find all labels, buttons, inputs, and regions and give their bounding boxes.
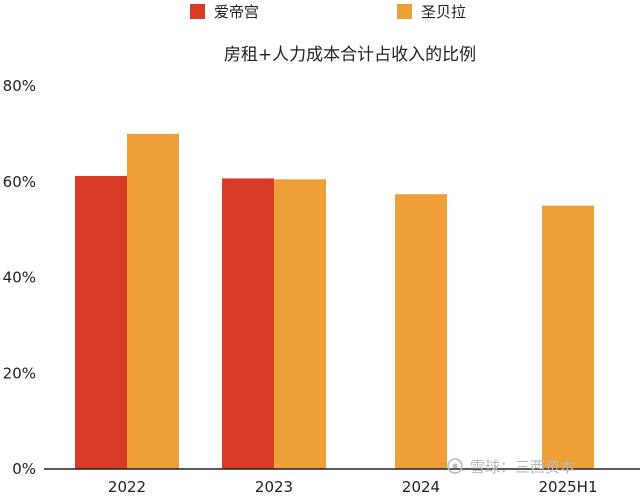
y-tick-label: 20% (3, 364, 36, 382)
x-tick-label: 2022 (108, 478, 146, 496)
legend-label-shengbeila: 圣贝拉 (421, 3, 466, 21)
x-tick-label: 2023 (255, 478, 293, 496)
bar-aidigong-2022 (75, 176, 127, 469)
y-tick-label: 80% (3, 77, 36, 95)
x-tick-label: 2024 (402, 478, 440, 496)
watermark-text: 雪球：三西资本 (470, 458, 575, 476)
bar-shengbeila-2023 (274, 179, 326, 469)
legend-swatch-shengbeila (397, 4, 412, 19)
bar-shengbeila-2022 (127, 133, 179, 469)
x-axis: 2022 2023 2024 2025H1 (108, 478, 598, 496)
watermark-logo-icon (447, 458, 463, 474)
watermark: 雪球：三西资本 (447, 458, 575, 476)
legend-label-aidigong: 爱帝宫 (214, 3, 259, 21)
y-tick-label: 40% (3, 269, 36, 287)
bar-shengbeila-2025H1 (542, 205, 594, 469)
legend: 爱帝宫 圣贝拉 (190, 3, 466, 21)
y-tick-label: 0% (12, 460, 36, 478)
bar-shengbeila-2024 (395, 194, 447, 469)
bar-aidigong-2023 (222, 178, 274, 469)
watermark-logo-icon-inner (452, 463, 458, 469)
legend-swatch-aidigong (190, 4, 205, 19)
y-tick-label: 60% (3, 173, 36, 191)
x-tick-label: 2025H1 (539, 478, 598, 496)
bars (75, 133, 594, 469)
y-axis: 0% 20% 40% 60% 80% (3, 77, 36, 478)
chart-title: 房租+人力成本合计占收入的比例 (224, 45, 476, 65)
